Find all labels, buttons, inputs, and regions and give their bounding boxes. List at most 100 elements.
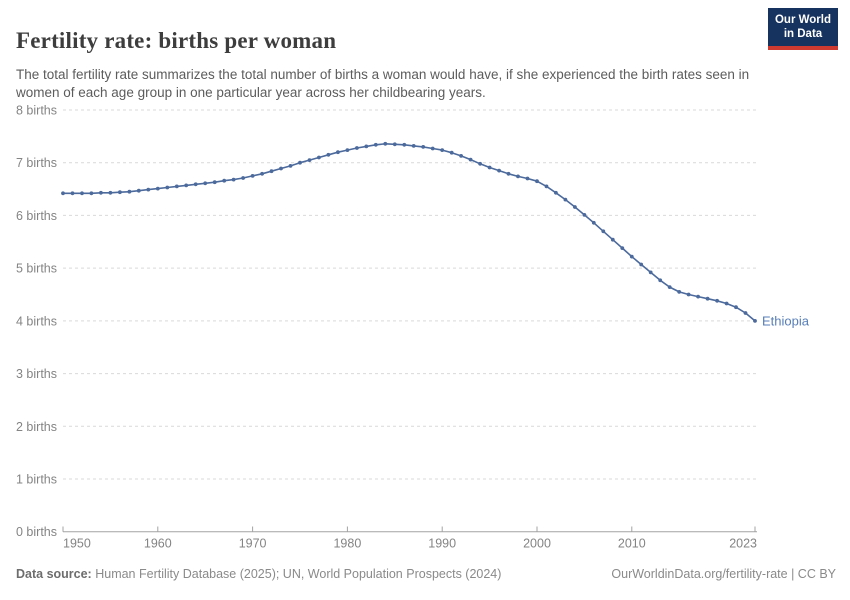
data-point[interactable] (373, 142, 378, 147)
data-point[interactable] (298, 160, 302, 165)
chart-title: Fertility rate: births per woman (16, 28, 337, 54)
data-point[interactable] (411, 144, 416, 148)
fertility-line-chart[interactable]: 0 births 1 births 2 births 3 births 4 births… (0, 92, 850, 562)
data-point[interactable] (127, 189, 132, 194)
data-point[interactable] (449, 150, 454, 155)
data-point[interactable] (620, 246, 625, 251)
data-point[interactable] (506, 171, 511, 176)
data-point[interactable] (667, 285, 672, 289)
license-link[interactable]: OurWorldinData.org/fertility-rate | CC B… (611, 567, 836, 581)
data-point[interactable] (345, 148, 350, 152)
data-point[interactable] (118, 190, 122, 195)
data-point[interactable] (459, 154, 463, 158)
data-point[interactable] (696, 294, 700, 299)
x-axis-label: 1970 (239, 537, 267, 551)
owid-logo-line1: Our World (774, 14, 831, 26)
x-axis-label: 1950 (63, 537, 91, 551)
chart-subtitle: The total fertility rate summarizes the … (16, 66, 750, 100)
y-axis-label: 1 births (16, 473, 57, 487)
data-point[interactable] (554, 190, 558, 195)
data-point[interactable] (497, 168, 501, 173)
data-point[interactable] (70, 191, 75, 196)
data-point[interactable] (601, 229, 606, 234)
y-axis-label: 3 births (16, 367, 57, 381)
data-point[interactable] (478, 161, 482, 166)
data-point[interactable] (241, 176, 246, 180)
data-point[interactable] (563, 197, 568, 202)
data-point[interactable] (421, 145, 426, 149)
data-point[interactable] (307, 158, 312, 162)
data-point[interactable] (279, 166, 283, 171)
data-point[interactable] (184, 183, 189, 188)
data-point[interactable] (355, 146, 359, 150)
data-point[interactable] (203, 181, 208, 186)
chart-footer: Data source: Human Fertility Database (2… (16, 567, 836, 581)
data-point[interactable] (326, 152, 331, 157)
data-point[interactable] (402, 142, 407, 147)
data-point[interactable] (250, 174, 255, 178)
data-point[interactable] (174, 184, 179, 189)
data-point[interactable] (629, 254, 634, 259)
y-axis-label: 5 births (16, 262, 57, 276)
data-point[interactable] (734, 305, 738, 310)
data-point[interactable] (724, 301, 729, 306)
x-axis-label: 2023 (729, 537, 757, 551)
data-point[interactable] (535, 179, 539, 184)
data-point[interactable] (430, 146, 435, 151)
data-source-label: Data source: (16, 567, 92, 581)
y-axis-label: 0 births (16, 525, 57, 539)
data-point[interactable] (591, 220, 596, 225)
data-point[interactable] (193, 182, 198, 187)
y-axis-label: 7 births (16, 156, 57, 170)
y-axis-label: 8 births (16, 104, 57, 118)
data-point[interactable] (383, 141, 388, 146)
data-point[interactable] (155, 186, 160, 191)
data-point[interactable] (468, 157, 473, 162)
data-point[interactable] (260, 171, 264, 176)
y-axis-label: 6 births (16, 209, 57, 223)
data-point[interactable] (582, 213, 587, 217)
data-point[interactable] (364, 144, 369, 149)
data-point[interactable] (136, 188, 141, 193)
data-point[interactable] (89, 191, 94, 196)
data-point[interactable] (753, 319, 757, 323)
data-point[interactable] (108, 190, 113, 195)
data-point[interactable] (269, 169, 274, 174)
data-point[interactable] (99, 190, 103, 195)
data-point[interactable] (658, 278, 663, 283)
data-point[interactable] (165, 185, 170, 190)
data-point[interactable] (336, 150, 340, 155)
x-axis-label: 1980 (333, 537, 361, 551)
data-point[interactable] (573, 205, 577, 209)
data-point[interactable] (288, 164, 293, 168)
data-point[interactable] (686, 292, 691, 297)
x-axis-label: 1960 (144, 537, 172, 551)
data-point[interactable] (231, 177, 236, 182)
series-label-ethiopia[interactable]: Ethiopia (762, 313, 810, 328)
data-point[interactable] (525, 176, 530, 181)
data-point[interactable] (317, 155, 321, 160)
data-point[interactable] (212, 180, 217, 185)
data-point[interactable] (544, 184, 549, 189)
x-axis-label: 2000 (523, 537, 551, 551)
data-point[interactable] (743, 311, 748, 315)
data-point[interactable] (648, 270, 653, 275)
y-axis-label: 2 births (16, 420, 57, 434)
data-point[interactable] (610, 237, 615, 242)
data-point[interactable] (146, 187, 151, 192)
data-point[interactable] (392, 142, 397, 147)
data-point[interactable] (80, 191, 84, 196)
owid-logo[interactable]: Our World in Data (768, 8, 838, 50)
data-point[interactable] (440, 148, 445, 152)
data-point[interactable] (516, 174, 520, 179)
data-point[interactable] (677, 290, 682, 294)
data-point[interactable] (705, 296, 710, 301)
data-point[interactable] (487, 165, 492, 170)
data-point[interactable] (222, 178, 227, 183)
data-point[interactable] (639, 262, 644, 267)
data-source-note: Data source: Human Fertility Database (2… (16, 567, 501, 581)
ethiopia-series-line[interactable] (63, 142, 756, 322)
data-point[interactable] (61, 191, 65, 196)
data-point[interactable] (715, 298, 719, 303)
